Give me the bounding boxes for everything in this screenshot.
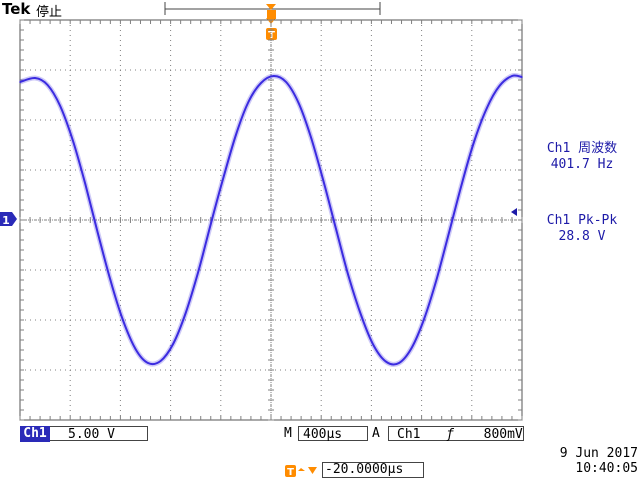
waveform-point <box>373 345 375 347</box>
waveform-point <box>247 101 250 103</box>
waveform-point <box>322 181 325 183</box>
waveform-point <box>410 347 413 349</box>
waveform-point <box>285 81 287 83</box>
channel-marker-label: 1 <box>2 214 10 227</box>
waveform-point <box>184 312 187 314</box>
waveform-point <box>272 75 275 77</box>
waveform-point <box>498 85 501 87</box>
waveform-point <box>486 107 488 109</box>
waveform-point <box>511 75 513 77</box>
trigger-level-marker[interactable] <box>511 208 517 216</box>
measurement-pk-pk-label: Ch1 Pk-Pk <box>546 213 618 228</box>
waveform-point <box>260 82 262 84</box>
acquisition-status: 停止 <box>36 5 63 20</box>
waveform-point <box>71 139 74 141</box>
waveform-point <box>210 223 212 225</box>
horizontal-delay[interactable]: -20.0000μs <box>322 462 424 478</box>
waveform-point <box>172 343 174 345</box>
record-view-bar <box>164 2 381 15</box>
date: 9 Jun 2017 <box>559 446 638 461</box>
rising-edge-icon: ƒ <box>446 427 454 442</box>
horizontal-scale[interactable]: 400μs <box>298 426 368 442</box>
trigger-level: 800mV <box>483 427 523 442</box>
waveform-point <box>473 140 476 142</box>
waveform-point <box>159 360 162 362</box>
waveform-point <box>448 231 451 233</box>
waveform-point <box>134 348 137 350</box>
waveform-point <box>122 319 124 321</box>
waveform-point <box>348 276 350 278</box>
waveform-point <box>59 105 61 107</box>
waveform-point <box>197 271 199 273</box>
measurement-pk-pk: Ch1 Pk-Pk 28.8 V <box>524 213 640 245</box>
waveform-point <box>19 81 21 83</box>
waveform-point <box>385 361 388 363</box>
time: 10:40:05 <box>575 461 638 476</box>
waveform-point <box>235 134 237 136</box>
measurement-frequency-label: Ch1 周波数 <box>546 141 618 156</box>
measurement-pk-pk-value: 28.8 V <box>558 229 606 244</box>
waveform-point <box>521 76 523 78</box>
channel-1-badge[interactable]: Ch1 <box>20 426 50 442</box>
waveform-point <box>335 229 338 231</box>
waveform-point <box>398 362 400 364</box>
waveform-point <box>310 137 313 139</box>
waveform-point <box>84 183 87 185</box>
waveform-point <box>34 77 36 79</box>
waveform-point <box>147 362 149 364</box>
waveform-point <box>222 177 225 179</box>
vertical-scale[interactable]: 5.00 V <box>50 426 148 442</box>
waveform-point <box>109 279 112 281</box>
trigger-position-label: T <box>268 30 275 41</box>
measurement-frequency: Ch1 周波数 401.7 Hz <box>524 141 640 173</box>
trigger-settings[interactable]: Ch1 ƒ 800mV <box>388 426 524 442</box>
waveform-point <box>297 102 300 104</box>
waveform-point <box>360 315 363 317</box>
svg-text:T: T <box>287 467 294 478</box>
waveform-point <box>435 278 438 280</box>
measurement-frequency-value: 401.7 Hz <box>550 157 614 172</box>
waveform-point <box>423 318 425 320</box>
waveform-trace <box>19 73 523 367</box>
graticule <box>19 19 523 421</box>
waveform-point <box>46 84 49 86</box>
trigger-mode: A <box>372 426 380 441</box>
waveform-point <box>461 183 463 185</box>
channel-1-ground-marker[interactable]: 1 <box>0 212 17 227</box>
trigger-source: Ch1 <box>397 427 421 442</box>
horizontal-delay-icon: T <box>285 465 317 478</box>
timebase-mode: M <box>284 426 292 441</box>
waveform-point <box>97 232 99 234</box>
brand-logo: Tek <box>2 0 31 18</box>
